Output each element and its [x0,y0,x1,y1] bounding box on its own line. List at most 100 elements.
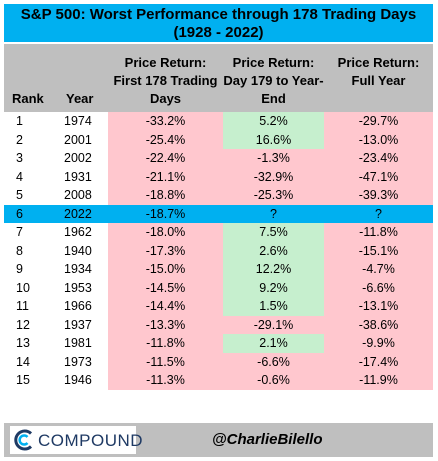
full-year-return-cell: -4.7% [324,260,433,279]
logo-text: COMPOUND [38,431,144,450]
rank-cell: 1 [4,112,58,131]
header-first-178: Price Return: First 178 Trading Days [108,44,223,112]
full-year-return-cell: -15.1% [324,241,433,260]
year-cell: 1937 [58,315,108,334]
rank-cell: 3 [4,149,58,168]
table-row: 2 2001 -25.4% 16.6% -13.0% [4,130,433,149]
full-year-return-cell: -6.6% [324,278,433,297]
rest-of-year-return-cell: 2.6% [223,241,324,260]
header-first-line-2: First 178 Trading [113,73,218,88]
header-row: Rank Year Price Return: First 178 Tradin… [4,44,433,112]
title-line-1: S&P 500: Worst Performance through 178 T… [20,6,417,23]
rest-of-year-return-cell: -6.6% [223,352,324,371]
footer: COMPOUND @CharlieBilello [4,423,433,457]
year-cell: 1974 [58,112,108,131]
full-year-return-cell: -17.4% [324,352,433,371]
rest-of-year-return-cell: 7.5% [223,223,324,242]
rest-of-year-return-cell: -32.9% [223,167,324,186]
year-cell: 1931 [58,167,108,186]
first-178-return-cell: -18.8% [108,186,223,205]
full-year-return-cell: -11.8% [324,223,433,242]
year-cell: 1946 [58,371,108,390]
header-first-line-3: Days [149,91,182,106]
chart-frame: S&P 500: Worst Performance through 178 T… [4,4,433,457]
table-body: 1 1974 -33.2% 5.2% -29.7% 2 2001 -25.4% 16.6% -13… [4,112,433,390]
first-178-return-cell: -11.3% [108,371,223,390]
year-cell: 2002 [58,149,108,168]
rest-of-year-return-cell: -25.3% [223,186,324,205]
rest-of-year-return-cell: 1.5% [223,297,324,316]
author-handle: @CharlieBilello [212,431,323,448]
table-row: 14 1973 -11.5% -6.6% -17.4% [4,352,433,371]
rank-cell: 11 [4,297,58,316]
table-row: 10 1953 -14.5% 9.2% -6.6% [4,278,433,297]
first-178-return-cell: -17.3% [108,241,223,260]
first-178-return-cell: -11.8% [108,334,223,353]
first-178-return-cell: -21.1% [108,167,223,186]
compound-logo: COMPOUND [10,426,143,454]
year-cell: 1973 [58,352,108,371]
full-year-return-cell: -13.0% [324,130,433,149]
full-year-return-cell: -23.4% [324,149,433,168]
first-178-return-cell: -18.0% [108,223,223,242]
table-row: 4 1931 -21.1% -32.9% -47.1% [4,167,433,186]
year-cell: 1966 [58,297,108,316]
rest-of-year-return-cell: -1.3% [223,149,324,168]
table-row: 3 2002 -22.4% -1.3% -23.4% [4,149,433,168]
full-year-return-cell: -29.7% [324,112,433,131]
full-year-return-cell: ? [324,204,433,223]
header-rest-line-3: End [261,91,286,106]
title-line-2: (1928 - 2022) [173,24,264,41]
rest-of-year-return-cell: 9.2% [223,278,324,297]
rest-of-year-return-cell: ? [223,204,324,223]
rank-cell: 2 [4,130,58,149]
table-row: 9 1934 -15.0% 12.2% -4.7% [4,260,433,279]
table-row: 6 2022 -18.7%?? [4,204,433,223]
full-year-return-cell: -38.6% [324,315,433,334]
chart-title: S&P 500: Worst Performance through 178 T… [4,4,433,42]
header-first-line-1: Price Return: [124,55,207,70]
rank-cell: 15 [4,371,58,390]
rank-cell: 6 [4,204,58,223]
compound-c-icon [14,429,33,451]
rest-of-year-return-cell: 2.1% [223,334,324,353]
first-178-return-cell: -13.3% [108,315,223,334]
year-cell: 2022 [58,204,108,223]
rank-cell: 7 [4,223,58,242]
header-rank: Rank [4,44,58,112]
first-178-return-cell: -33.2% [108,112,223,131]
table-row: 7 1962 -18.0% 7.5% -11.8% [4,223,433,242]
table-row: 15 1946 -11.3% -0.6% -11.9% [4,371,433,390]
first-178-return-cell: -14.4% [108,297,223,316]
first-178-return-cell: -14.5% [108,278,223,297]
table-row: 11 1966 -14.4% 1.5% -13.1% [4,297,433,316]
performance-table: Rank Year Price Return: First 178 Tradin… [4,44,433,390]
year-cell: 1981 [58,334,108,353]
header-rest-of-year: Price Return: Day 179 to Year- End [223,44,324,112]
header-rest-line-1: Price Return: [232,55,315,70]
rank-cell: 4 [4,167,58,186]
rest-of-year-return-cell: 12.2% [223,260,324,279]
full-year-return-cell: -47.1% [324,167,433,186]
year-cell: 1934 [58,260,108,279]
header-year: Year [58,44,108,112]
full-year-return-cell: -11.9% [324,371,433,390]
table-row: 1 1974 -33.2% 5.2% -29.7% [4,112,433,131]
rank-cell: 14 [4,352,58,371]
full-year-return-cell: -39.3% [324,186,433,205]
header-rest-line-2: Day 179 to Year- [223,73,324,88]
rest-of-year-return-cell: 16.6% [223,130,324,149]
full-year-return-cell: -13.1% [324,297,433,316]
table-row: 12 1937 -13.3% -29.1% -38.6% [4,315,433,334]
rank-cell: 10 [4,278,58,297]
first-178-return-cell: -18.7% [108,204,223,223]
first-178-return-cell: -22.4% [108,149,223,168]
rest-of-year-return-cell: -29.1% [223,315,324,334]
rest-of-year-return-cell: 5.2% [223,112,324,131]
first-178-return-cell: -11.5% [108,352,223,371]
table-row: 8 1940 -17.3% 2.6% -15.1% [4,241,433,260]
year-cell: 2008 [58,186,108,205]
year-cell: 1953 [58,278,108,297]
year-cell: 1962 [58,223,108,242]
rank-cell: 8 [4,241,58,260]
